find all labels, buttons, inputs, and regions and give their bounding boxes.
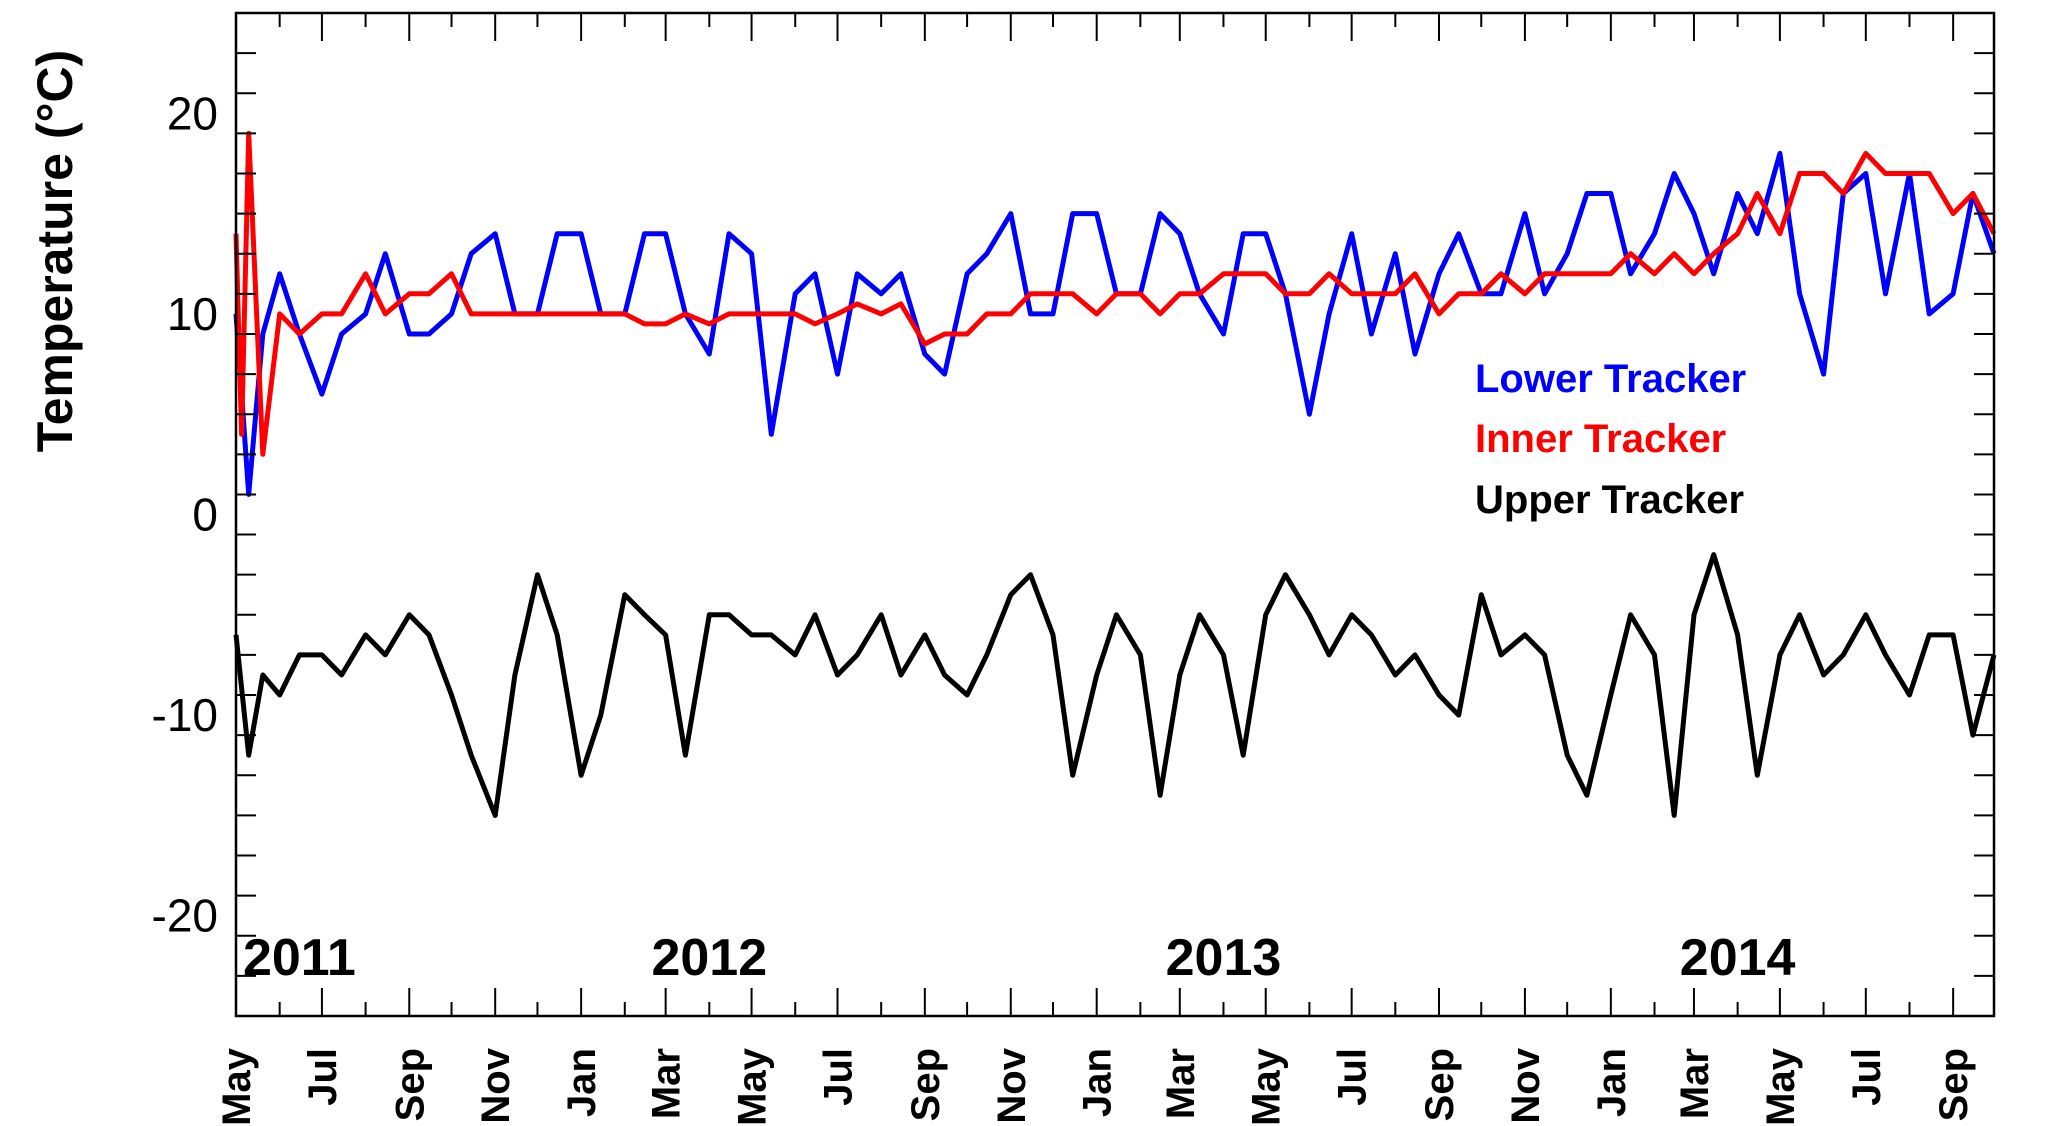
x-tick-label: Sep: [904, 1048, 948, 1121]
y-axis-title: Temperature (°C): [27, 50, 83, 452]
y-tick-label: -20: [152, 890, 218, 942]
year-annotation: 2012: [651, 929, 767, 987]
legend: Lower Tracker Inner Tracker Upper Tracke…: [1475, 357, 1746, 522]
legend-entry-inner-tracker: Inner Tracker: [1475, 417, 1726, 461]
x-tick-label: Mar: [1159, 1048, 1203, 1119]
y-tick-label: 0: [192, 489, 218, 541]
x-tick-label: Sep: [388, 1048, 432, 1121]
x-tick-label: Jan: [1076, 1048, 1120, 1117]
legend-entry-lower-tracker: Lower Tracker: [1475, 357, 1746, 401]
x-tick-label: May: [215, 1047, 259, 1126]
plot-frame: [234, 11, 1996, 1018]
series-line-lower-tracker: [233, 150, 1997, 497]
x-tick-label: Mar: [1673, 1048, 1717, 1119]
series-line-upper-tracker: [233, 552, 1997, 818]
x-tick-label: May: [731, 1047, 775, 1126]
year-annotation: 2013: [1166, 929, 1282, 987]
year-annotation: 2014: [1680, 929, 1796, 987]
x-tick-label: Jan: [560, 1048, 604, 1117]
x-tick-label: May: [1759, 1047, 1803, 1126]
y-tick-label: 20: [167, 87, 218, 139]
x-tick-label: Jul: [817, 1048, 861, 1106]
x-tick-label: Jul: [1845, 1048, 1889, 1106]
x-tick-label: Nov: [474, 1047, 518, 1123]
year-annotation: 2011: [243, 929, 356, 987]
ticks-layer: [235, 12, 1994, 1017]
x-tick-label: Jan: [1590, 1048, 1634, 1117]
x-tick-label: Mar: [645, 1048, 689, 1119]
x-tick-label: Sep: [1932, 1048, 1976, 1121]
legend-entry-upper-tracker: Upper Tracker: [1475, 478, 1744, 522]
x-tick-label: Nov: [990, 1047, 1034, 1123]
x-tick-label: Jul: [1331, 1048, 1375, 1106]
labels-layer: -20 -10 0 10 20 May Jul Sep Nov Jan Mar May Jul Sep No…: [152, 87, 1977, 1126]
x-tick-label: Nov: [1504, 1047, 1548, 1123]
x-tick-label: Jul: [301, 1048, 345, 1106]
y-tick-label: -10: [152, 689, 218, 741]
x-tick-label: Sep: [1418, 1048, 1462, 1121]
y-tick-label: 10: [167, 288, 218, 340]
series-line-inner-tracker: [233, 130, 1997, 457]
x-tick-label: May: [1245, 1047, 1289, 1126]
series-layer: [233, 130, 1997, 818]
